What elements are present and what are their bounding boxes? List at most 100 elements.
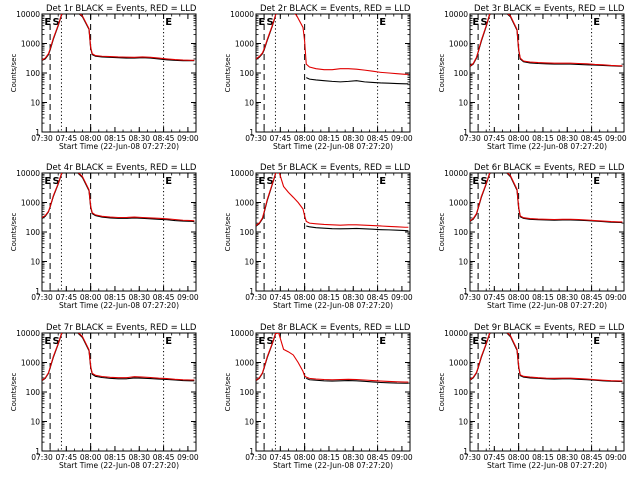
x-tick-label: 07:30 [245, 134, 267, 143]
x-tick-label: 07:45 [56, 134, 78, 143]
plot-frame [41, 332, 197, 452]
y-tick-label: 1000 [449, 40, 468, 49]
y-axis-label: Counts/sec [10, 373, 18, 412]
x-tick-label: 08:15 [104, 453, 126, 462]
x-tick-label: 07:30 [31, 293, 53, 302]
x-tick-label: 09:00 [391, 134, 413, 143]
x-tick-label: 08:45 [367, 134, 389, 143]
x-tick-label: 07:45 [270, 134, 292, 143]
x-tick-label: 07:45 [270, 293, 292, 302]
y-tick-label: 100 [240, 69, 255, 78]
y-tick-label: 1 [35, 128, 40, 137]
panel-title: Det 8r BLACK = Events, RED = LLD [260, 323, 411, 333]
y-tick-label: 10 [458, 99, 468, 108]
series-lld-line [42, 333, 195, 381]
y-tick-label: 1 [249, 128, 254, 137]
x-tick-label: 08:15 [318, 293, 340, 302]
panel-title: Det 6r BLACK = Events, RED = LLD [474, 163, 625, 173]
y-tick-label: 100 [454, 388, 469, 397]
x-tick-label: 08:00 [508, 293, 530, 302]
y-tick-label: 1 [249, 447, 254, 456]
x-axis-label: Start Time (22-Jun-08 07:27:20) [487, 461, 607, 470]
y-tick-label: 1000 [235, 199, 254, 208]
detector-panel-8: Det 8r BLACK = Events, RED = LLD 1 10 100 10… [224, 323, 413, 470]
event-marker-e: E [593, 17, 600, 28]
y-tick-label: 100 [240, 228, 255, 237]
y-tick-label: 1 [463, 128, 468, 137]
y-tick-label: 10000 [444, 10, 468, 19]
x-tick-label: 07:30 [245, 293, 267, 302]
x-tick-label: 08:30 [556, 134, 578, 143]
series-lld-line [256, 173, 409, 228]
panel-title: Det 9r BLACK = Events, RED = LLD [474, 323, 625, 333]
x-tick-label: 08:15 [532, 453, 554, 462]
x-tick-label: 08:30 [128, 453, 150, 462]
x-tick-label: 07:30 [459, 134, 481, 143]
x-tick-label: 07:30 [245, 453, 267, 462]
x-tick-label: 08:15 [318, 453, 340, 462]
x-tick-label: 08:30 [556, 453, 578, 462]
x-tick-label: 09:00 [605, 453, 627, 462]
x-tick-label: 07:45 [484, 134, 506, 143]
event-marker-e: E [258, 17, 265, 28]
y-tick-label: 1 [463, 447, 468, 456]
x-tick-label: 08:15 [318, 134, 340, 143]
y-tick-label: 1000 [235, 40, 254, 49]
y-tick-label: 1 [463, 287, 468, 296]
event-marker-e: E [258, 336, 265, 347]
detector-panel-2: Det 2r BLACK = Events, RED = LLD 1 10 100 10… [224, 4, 413, 151]
plot-frame [255, 332, 411, 452]
y-tick-label: 1000 [21, 199, 40, 208]
plot-frame [469, 172, 625, 292]
detector-panel-3: Det 3r BLACK = Events, RED = LLD 1 10 100 10… [438, 4, 627, 151]
event-marker-e: E [379, 336, 386, 347]
x-axis-label: Start Time (22-Jun-08 07:27:20) [273, 461, 393, 470]
y-tick-label: 10000 [444, 169, 468, 178]
detector-panel-9: Det 9r BLACK = Events, RED = LLD 1 10 100 10… [438, 323, 627, 470]
y-axis-label: Counts/sec [224, 373, 232, 412]
x-axis-label: Start Time (22-Jun-08 07:27:20) [59, 301, 179, 310]
x-axis-label: Start Time (22-Jun-08 07:27:20) [273, 142, 393, 151]
plot-frame [469, 332, 625, 452]
x-tick-label: 07:30 [31, 134, 53, 143]
series-lld-line [256, 333, 409, 383]
y-axis-label: Counts/sec [438, 54, 446, 93]
y-tick-label: 1000 [21, 359, 40, 368]
plot-frame [255, 172, 411, 292]
y-tick-label: 10000 [230, 169, 254, 178]
x-tick-label: 08:45 [581, 134, 603, 143]
x-tick-label: 08:15 [532, 293, 554, 302]
y-tick-label: 1000 [449, 359, 468, 368]
x-tick-label: 08:15 [532, 134, 554, 143]
y-tick-label: 10000 [444, 329, 468, 338]
series-lld-line [470, 14, 623, 67]
x-tick-label: 08:15 [104, 134, 126, 143]
event-marker-e: E [472, 176, 479, 187]
x-tick-label: 07:45 [484, 293, 506, 302]
detector-panel-1: Det 1r BLACK = Events, RED = LLD 1 10 100 10… [10, 4, 199, 151]
x-tick-label: 09:00 [177, 453, 199, 462]
x-tick-label: 08:00 [294, 453, 316, 462]
detector-panel-7: Det 7r BLACK = Events, RED = LLD 1 10 100 10… [10, 323, 199, 470]
y-tick-label: 10 [30, 418, 40, 427]
event-marker-e: E [44, 176, 51, 187]
x-tick-label: 08:30 [342, 293, 364, 302]
y-tick-label: 10 [244, 258, 254, 267]
y-tick-label: 100 [26, 69, 41, 78]
panel-title: Det 3r BLACK = Events, RED = LLD [474, 4, 625, 14]
x-tick-label: 09:00 [177, 293, 199, 302]
x-axis-label: Start Time (22-Jun-08 07:27:20) [273, 301, 393, 310]
x-tick-label: 08:45 [153, 453, 175, 462]
panel-title: Det 7r BLACK = Events, RED = LLD [46, 323, 197, 333]
panel-title: Det 2r BLACK = Events, RED = LLD [260, 4, 411, 14]
x-tick-label: 08:45 [153, 293, 175, 302]
x-axis-label: Start Time (22-Jun-08 07:27:20) [59, 142, 179, 151]
x-tick-label: 08:00 [508, 453, 530, 462]
detector-panel-6: Det 6r BLACK = Events, RED = LLD 1 10 100 10… [438, 163, 627, 310]
event-marker-e: E [258, 176, 265, 187]
event-marker-s: S [267, 176, 274, 187]
y-axis-label: Counts/sec [224, 213, 232, 252]
y-tick-label: 10000 [16, 329, 40, 338]
panel-title: Det 1r BLACK = Events, RED = LLD [46, 4, 197, 14]
event-marker-s: S [481, 176, 488, 187]
